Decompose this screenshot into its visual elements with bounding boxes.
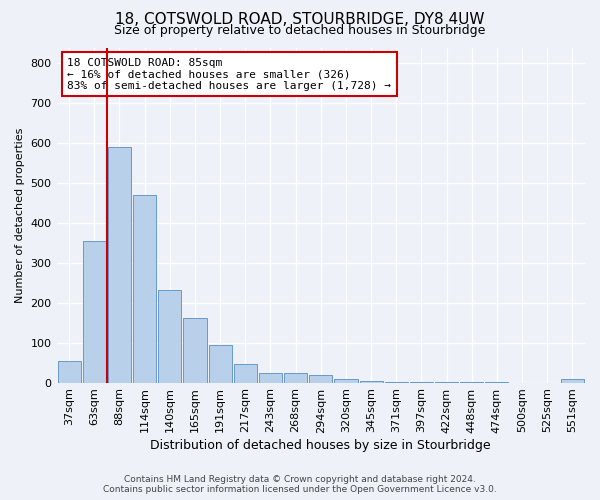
- Y-axis label: Number of detached properties: Number of detached properties: [15, 128, 25, 302]
- Text: Size of property relative to detached houses in Stourbridge: Size of property relative to detached ho…: [115, 24, 485, 37]
- Bar: [284, 372, 307, 382]
- Bar: [58, 360, 80, 382]
- Bar: [209, 344, 232, 383]
- Text: 18 COTSWOLD ROAD: 85sqm
← 16% of detached houses are smaller (326)
83% of semi-d: 18 COTSWOLD ROAD: 85sqm ← 16% of detache…: [67, 58, 391, 91]
- X-axis label: Distribution of detached houses by size in Stourbridge: Distribution of detached houses by size …: [151, 440, 491, 452]
- Bar: [234, 364, 257, 382]
- Bar: [133, 195, 156, 382]
- Bar: [259, 372, 282, 382]
- Bar: [158, 290, 181, 382]
- Bar: [334, 378, 358, 382]
- Bar: [359, 381, 383, 382]
- Bar: [83, 241, 106, 382]
- Text: 18, COTSWOLD ROAD, STOURBRIDGE, DY8 4UW: 18, COTSWOLD ROAD, STOURBRIDGE, DY8 4UW: [115, 12, 485, 28]
- Bar: [184, 318, 206, 382]
- Bar: [309, 376, 332, 382]
- Bar: [108, 147, 131, 382]
- Bar: [561, 380, 584, 382]
- Text: Contains HM Land Registry data © Crown copyright and database right 2024.
Contai: Contains HM Land Registry data © Crown c…: [103, 474, 497, 494]
